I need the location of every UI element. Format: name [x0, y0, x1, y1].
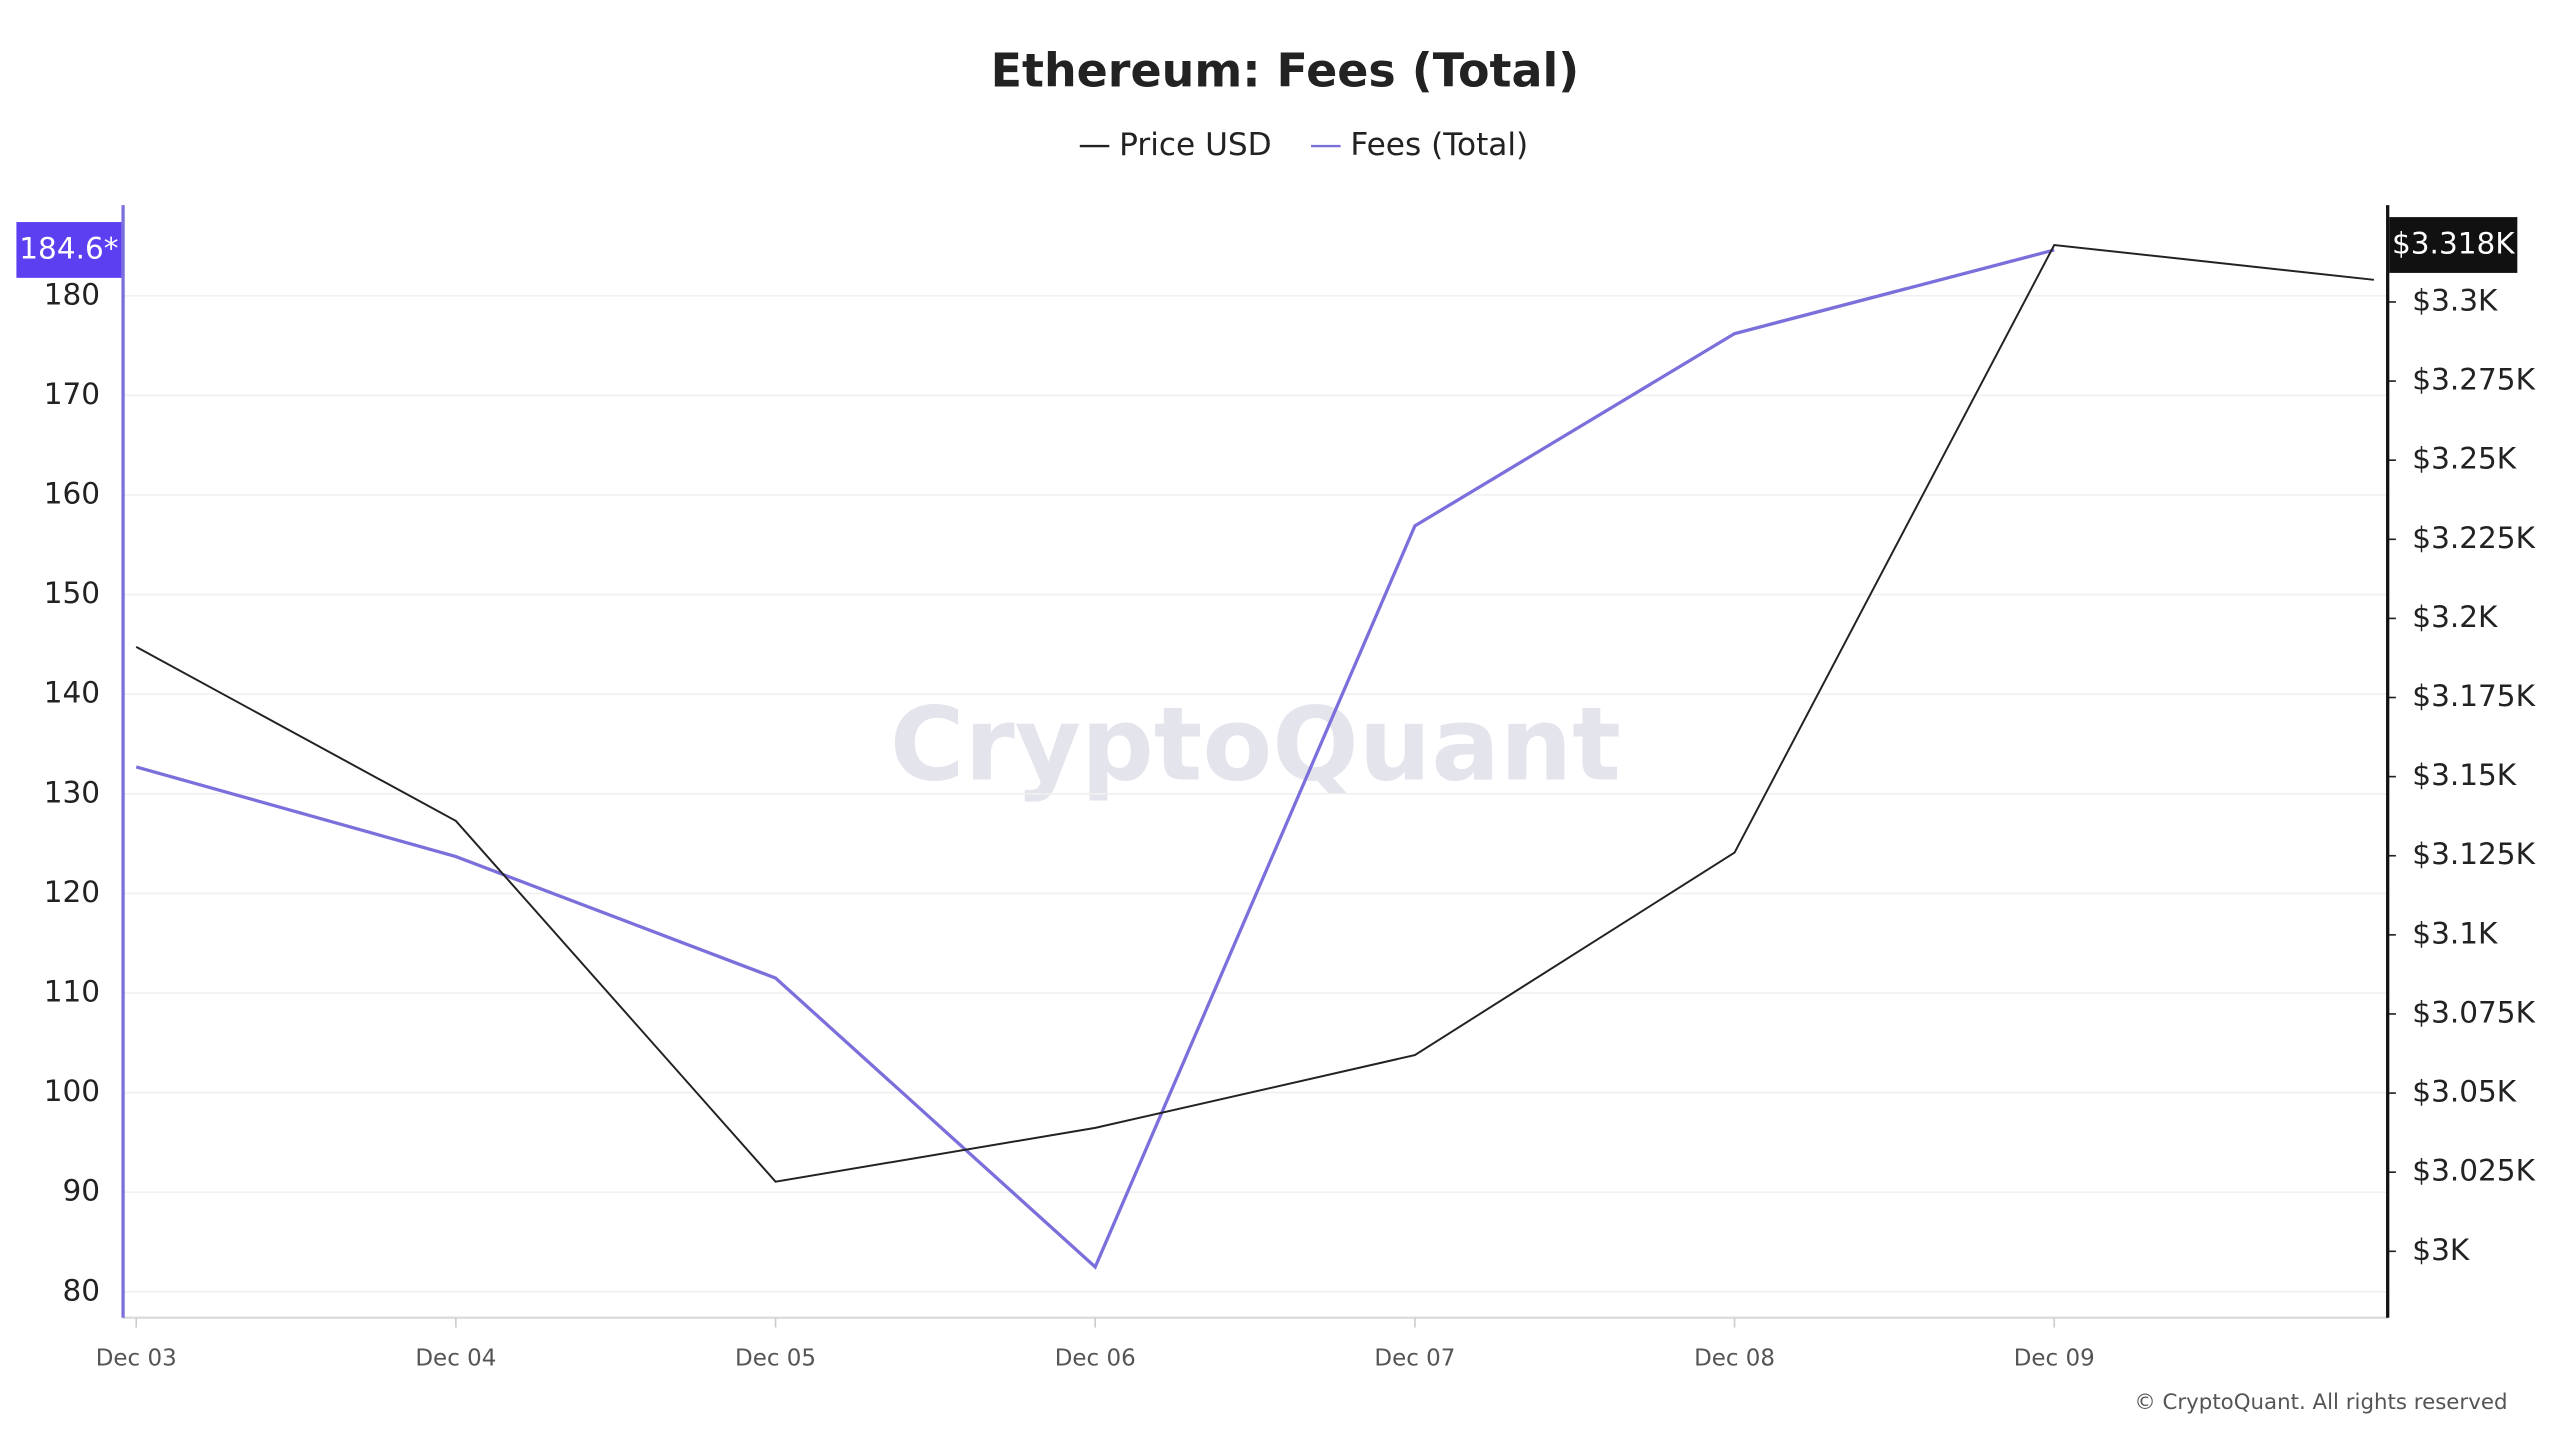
y-tick-label: 90: [63, 1174, 101, 1208]
y-tick-label: 110: [44, 975, 100, 1009]
y2-tick-label: $3.2K: [2412, 600, 2498, 634]
y2-tick-label: $3K: [2412, 1233, 2470, 1267]
x-tick-label: Dec 09: [2014, 1345, 2095, 1371]
copyright: © CryptoQuant. All rights reserved: [2134, 1390, 2507, 1415]
y-tick-label: 80: [63, 1273, 101, 1307]
series-line: [135, 248, 2055, 1270]
y-tick-label: 160: [44, 476, 100, 510]
y-marker-label: 184.6*: [19, 231, 118, 265]
y2-tick-label: $3.075K: [2412, 995, 2535, 1029]
watermark: CryptoQuant: [890, 685, 1621, 803]
y2-tick-label: $3.25K: [2412, 442, 2516, 476]
y2-marker-bg: [2389, 217, 2518, 273]
y2-tick-label: $3.15K: [2412, 758, 2516, 792]
y2-marker-label: $3.318K: [2392, 227, 2515, 261]
y-tick-label: 150: [44, 576, 100, 610]
legend-label: Price USD: [1119, 127, 1271, 163]
y-tick-label: 180: [44, 277, 100, 311]
y-tick-label: 140: [44, 676, 100, 710]
chart-title: Ethereum: Fees (Total): [991, 43, 1580, 97]
y2-tick-label: $3.125K: [2412, 837, 2535, 871]
y-tick-label: 120: [44, 875, 100, 909]
y-tick-label: 100: [44, 1074, 100, 1108]
legend-label: Fees (Total): [1350, 127, 1528, 163]
y2-tick-label: $3.275K: [2412, 363, 2535, 397]
series-line: [135, 243, 2375, 1183]
y2-tick-label: $3.025K: [2412, 1154, 2535, 1188]
y2-tick-label: $3.1K: [2412, 916, 2498, 950]
y2-tick-label: $3.225K: [2412, 521, 2535, 555]
x-tick-label: Dec 08: [1694, 1345, 1775, 1371]
x-tick-label: Dec 06: [1055, 1345, 1136, 1371]
y2-tick-label: $3.175K: [2412, 679, 2535, 713]
x-tick-label: Dec 04: [415, 1345, 496, 1371]
y-marker-bg: [16, 222, 122, 278]
x-tick-label: Dec 07: [1374, 1345, 1455, 1371]
x-tick-label: Dec 05: [735, 1345, 816, 1371]
x-tick-label: Dec 03: [96, 1345, 177, 1371]
y2-tick-label: $3.05K: [2412, 1075, 2516, 1109]
y2-tick-label: $3.3K: [2412, 283, 2498, 317]
y-tick-label: 130: [44, 775, 100, 809]
y-tick-label: 170: [44, 377, 100, 411]
